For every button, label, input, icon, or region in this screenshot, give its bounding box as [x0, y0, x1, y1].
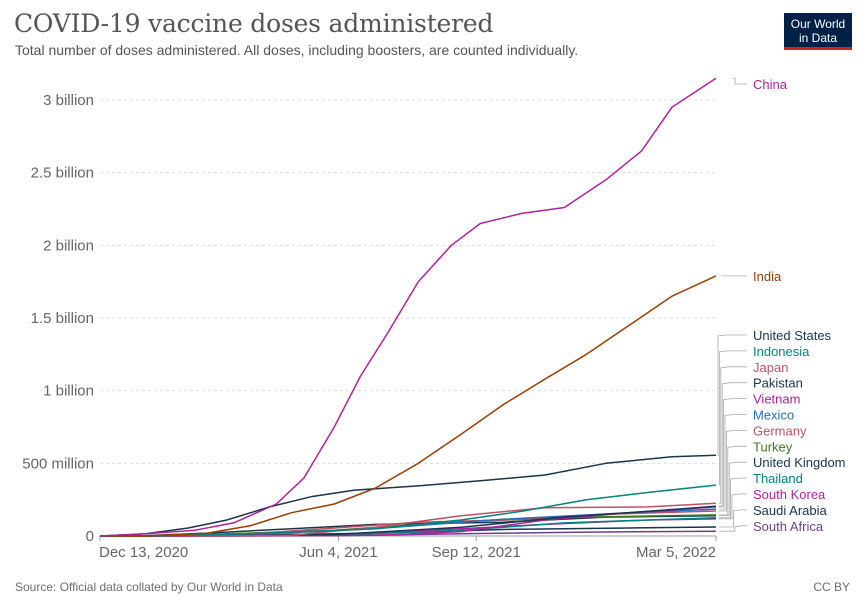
- legend-label-united-states[interactable]: United States: [753, 328, 832, 343]
- legend-connector: [719, 493, 747, 520]
- x-tick-label: Dec 13, 2020: [99, 544, 188, 561]
- legend-label-indonesia[interactable]: Indonesia: [753, 344, 810, 359]
- legend-connector: [719, 445, 747, 516]
- x-tick-label: Jun 4, 2021: [299, 544, 377, 561]
- logo-line-2: in Data: [798, 31, 838, 45]
- legend-connector: [719, 350, 747, 486]
- legend-label-turkey[interactable]: Turkey: [753, 439, 793, 454]
- y-tick-label: 1.5 billion: [31, 310, 94, 327]
- legend-label-south-africa[interactable]: South Africa: [753, 519, 824, 534]
- legend-label-saudi-arabia[interactable]: Saudi Arabia: [753, 503, 827, 518]
- legend-label-pakistan[interactable]: Pakistan: [753, 376, 803, 391]
- legend-label-germany[interactable]: Germany: [753, 423, 807, 438]
- y-tick-label: 1 billion: [43, 383, 94, 400]
- legend-connectors: [717, 77, 747, 532]
- legend-connector: [717, 334, 747, 456]
- legend-connector: [719, 366, 747, 504]
- source-note: Source: Official data collated by Our Wo…: [15, 580, 283, 594]
- legend-connector: [719, 414, 747, 510]
- legend-connector: [719, 525, 747, 532]
- logo-line-1: Our World: [790, 17, 846, 31]
- chart-title: COVID-19 vaccine doses administered: [14, 9, 494, 38]
- legend-label-china[interactable]: China: [753, 77, 788, 92]
- legend-labels: China India United StatesIndonesiaJapanPak…: [753, 77, 846, 534]
- legend-connector: [733, 77, 747, 85]
- legend-connector: [719, 477, 747, 519]
- legend-connector: [719, 430, 747, 512]
- x-axis: Dec 13, 2020 Jun 4, 2021 Sep 12, 2021 Mar 5…: [99, 535, 717, 561]
- our-world-in-data-logo[interactable]: Our World in Data: [784, 13, 852, 50]
- legend-label-thailand[interactable]: Thailand: [753, 471, 803, 486]
- license-link[interactable]: CC BY: [813, 580, 850, 594]
- legend-label-united-kingdom[interactable]: United Kingdom: [753, 455, 846, 470]
- legend-label-india[interactable]: India: [753, 269, 782, 284]
- y-tick-label: 2.5 billion: [31, 165, 94, 182]
- y-tick-label: 2 billion: [43, 237, 94, 254]
- y-tick-label: 500 million: [22, 455, 94, 472]
- legend-connector: [719, 382, 747, 507]
- legend-connector: [719, 461, 747, 517]
- legend-label-japan[interactable]: Japan: [753, 360, 788, 375]
- series-lines: [99, 77, 717, 537]
- y-tick-label: 3 billion: [43, 92, 94, 109]
- series-line-japan[interactable]: [100, 502, 717, 537]
- series-line-india[interactable]: [100, 275, 717, 537]
- legend-label-south-korea[interactable]: South Korea: [753, 487, 826, 502]
- x-tick-label: Mar 5, 2022: [636, 544, 716, 561]
- chart-subtitle: Total number of doses administered. All …: [15, 42, 579, 58]
- series-line-indonesia[interactable]: [100, 484, 717, 537]
- legend-label-vietnam[interactable]: Vietnam: [753, 392, 800, 407]
- legend-connector: [719, 509, 747, 528]
- series-line-china[interactable]: [99, 77, 717, 537]
- y-tick-label: 0: [86, 528, 94, 545]
- legend-label-mexico[interactable]: Mexico: [753, 408, 794, 423]
- y-axis-tick-labels: 0 500 million 1 billion 1.5 billion 2 billio…: [22, 92, 94, 545]
- x-tick-label: Sep 12, 2021: [432, 544, 521, 561]
- series-line-united-states[interactable]: [99, 454, 717, 537]
- legend-connector: [719, 398, 747, 508]
- gridlines: [100, 99, 716, 464]
